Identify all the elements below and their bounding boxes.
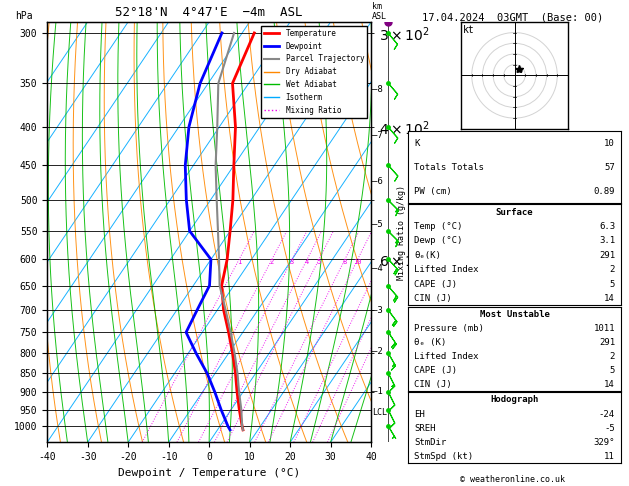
Text: StmSpd (kt): StmSpd (kt) [414, 452, 473, 461]
Text: StmDir: StmDir [414, 438, 446, 447]
Text: CAPE (J): CAPE (J) [414, 280, 457, 289]
Text: 3: 3 [290, 260, 294, 265]
Text: 10: 10 [604, 139, 615, 148]
Text: 291: 291 [599, 251, 615, 260]
Text: 6.3: 6.3 [599, 222, 615, 231]
Text: kt: kt [463, 25, 475, 35]
Text: Dewp (°C): Dewp (°C) [414, 237, 462, 245]
Text: 2: 2 [610, 352, 615, 361]
Text: 1011: 1011 [594, 324, 615, 333]
Text: –8: –8 [372, 85, 383, 94]
Text: θₑ(K): θₑ(K) [414, 251, 441, 260]
Text: θₑ (K): θₑ (K) [414, 338, 446, 347]
Text: CAPE (J): CAPE (J) [414, 366, 457, 375]
Text: km
ASL: km ASL [372, 1, 387, 21]
Text: -24: -24 [599, 410, 615, 418]
Text: 57: 57 [604, 163, 615, 173]
Text: –6: –6 [372, 176, 383, 186]
Text: Lifted Index: Lifted Index [414, 265, 479, 274]
Text: 0.89: 0.89 [594, 188, 615, 196]
Text: CIN (J): CIN (J) [414, 294, 452, 303]
Text: 3.1: 3.1 [599, 237, 615, 245]
Text: © weatheronline.co.uk: © weatheronline.co.uk [460, 474, 565, 484]
Text: 5: 5 [317, 260, 321, 265]
Legend: Temperature, Dewpoint, Parcel Trajectory, Dry Adiabat, Wet Adiabat, Isotherm, Mi: Temperature, Dewpoint, Parcel Trajectory… [261, 26, 367, 118]
Text: 4: 4 [305, 260, 309, 265]
Text: Pressure (mb): Pressure (mb) [414, 324, 484, 333]
Text: 2: 2 [270, 260, 274, 265]
Text: -5: -5 [604, 424, 615, 433]
Text: –7: –7 [372, 131, 383, 140]
Text: –4: –4 [372, 263, 383, 273]
Title: 52°18'N  4°47'E  −4m  ASL: 52°18'N 4°47'E −4m ASL [115, 6, 303, 19]
Text: 10: 10 [353, 260, 362, 265]
Text: Totals Totals: Totals Totals [414, 163, 484, 173]
Text: 5: 5 [610, 280, 615, 289]
Text: CIN (J): CIN (J) [414, 380, 452, 389]
Text: 11: 11 [604, 452, 615, 461]
Text: 5: 5 [610, 366, 615, 375]
Text: Surface: Surface [496, 208, 533, 217]
Text: –5: –5 [372, 221, 383, 229]
Text: Hodograph: Hodograph [491, 396, 538, 404]
Text: 17.04.2024  03GMT  (Base: 00): 17.04.2024 03GMT (Base: 00) [422, 12, 603, 22]
Text: Lifted Index: Lifted Index [414, 352, 479, 361]
Text: SREH: SREH [414, 424, 435, 433]
Text: –1: –1 [372, 387, 383, 396]
Text: EH: EH [414, 410, 425, 418]
Text: 14: 14 [604, 294, 615, 303]
Text: Most Unstable: Most Unstable [479, 310, 550, 319]
Text: 329°: 329° [594, 438, 615, 447]
X-axis label: Dewpoint / Temperature (°C): Dewpoint / Temperature (°C) [118, 468, 300, 478]
Text: 291: 291 [599, 338, 615, 347]
Text: 8: 8 [343, 260, 347, 265]
Text: LCL: LCL [372, 408, 387, 417]
Text: hPa: hPa [15, 11, 33, 21]
Text: Mixing Ratio (g/kg): Mixing Ratio (g/kg) [397, 185, 406, 279]
Text: –3: –3 [372, 306, 383, 315]
Text: 14: 14 [604, 380, 615, 389]
Text: 2: 2 [610, 265, 615, 274]
Text: K: K [414, 139, 420, 148]
Text: –2: –2 [372, 347, 383, 356]
Text: Temp (°C): Temp (°C) [414, 222, 462, 231]
Text: PW (cm): PW (cm) [414, 188, 452, 196]
Text: 1: 1 [237, 260, 241, 265]
